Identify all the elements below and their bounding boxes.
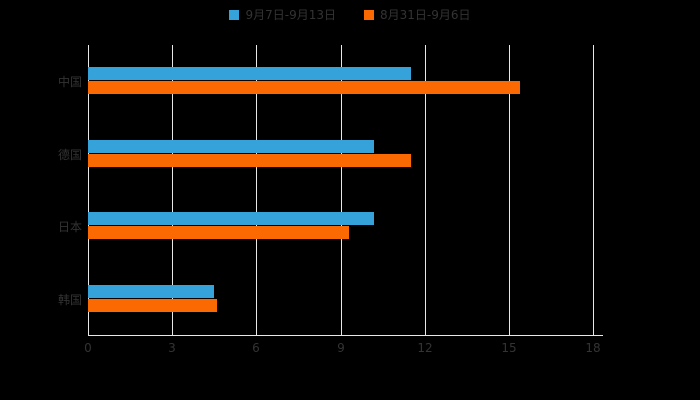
gridline	[508, 45, 510, 335]
bar-8月31日-9月6日-德国[interactable]	[88, 154, 411, 167]
legend-item[interactable]: 9月7日-9月13日	[229, 6, 336, 23]
legend-item[interactable]: 8月31日-9月6日	[364, 6, 471, 23]
category-label: 中国	[57, 75, 82, 89]
bar-8月31日-9月6日-中国[interactable]	[88, 81, 520, 94]
gridline	[88, 45, 89, 335]
gridline	[593, 45, 594, 335]
legend-label: 8月31日-9月6日	[380, 8, 471, 22]
x-tick-label: 3	[168, 341, 176, 355]
plot-area	[88, 45, 594, 335]
bar-9月7日-9月13日-韩国[interactable]	[88, 285, 214, 298]
gridline	[256, 45, 258, 335]
legend-swatch-icon	[364, 9, 374, 20]
x-axis-line	[88, 335, 603, 336]
bar-9月7日-9月13日-日本[interactable]	[88, 212, 374, 225]
x-tick-label: 9	[337, 341, 345, 355]
bar-8月31日-9月6日-韩国[interactable]	[88, 299, 217, 312]
x-tick-label: 18	[585, 341, 601, 355]
x-tick-label: 12	[417, 341, 433, 355]
gridline	[340, 45, 342, 335]
category-label: 日本	[57, 220, 82, 234]
gridline	[424, 45, 426, 335]
category-label: 德国	[57, 148, 82, 162]
x-tick-label: 6	[252, 341, 260, 355]
x-tick-label: 0	[84, 341, 92, 355]
bar-9月7日-9月13日-中国[interactable]	[88, 67, 411, 80]
legend-label: 9月7日-9月13日	[245, 8, 336, 22]
bar-9月7日-9月13日-德国[interactable]	[88, 140, 374, 153]
legend-swatch-icon	[229, 9, 240, 20]
category-label: 韩国	[57, 293, 82, 307]
bar-8月31日-9月6日-日本[interactable]	[88, 226, 349, 239]
x-tick-label: 15	[501, 341, 517, 355]
gridline	[172, 45, 174, 335]
chart-legend: 9月7日-9月13日 8月31日-9月6日	[0, 6, 700, 23]
